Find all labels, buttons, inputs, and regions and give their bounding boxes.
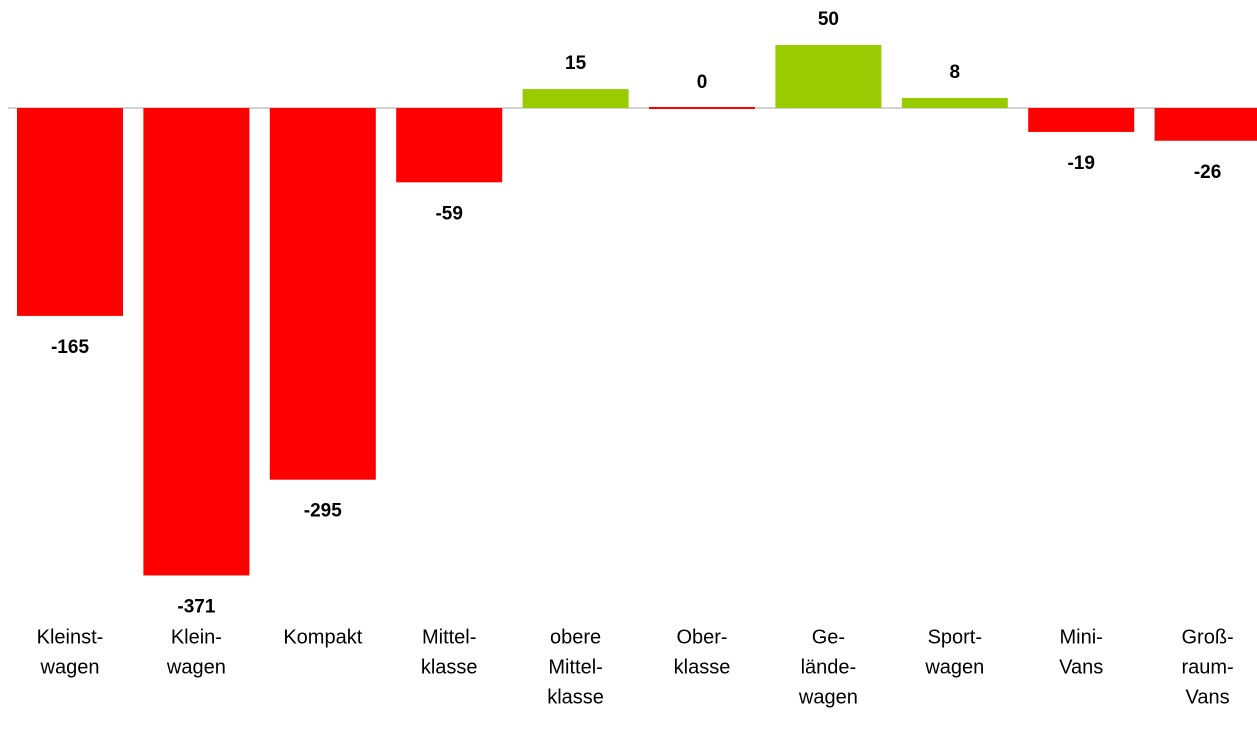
x-tick-label: obere	[550, 626, 601, 648]
x-tick-label: wagen	[924, 656, 984, 678]
x-tick-label: raum-	[1181, 656, 1233, 678]
value-label: -371	[177, 596, 215, 617]
x-tick-label: Ge-	[812, 626, 845, 648]
x-tick-label: wagen	[798, 686, 858, 708]
x-tick-label: lände-	[801, 656, 857, 678]
x-tick-label: Ober-	[676, 626, 727, 648]
bar	[1028, 108, 1135, 132]
value-label: -19	[1067, 153, 1094, 174]
x-tick-label: wagen	[166, 656, 226, 678]
bar	[522, 89, 629, 108]
bar	[143, 108, 250, 576]
x-tick-label: Mittel-	[422, 626, 476, 648]
value-label: 8	[950, 62, 961, 83]
value-label: -295	[304, 501, 342, 522]
x-tick-label: Mini-	[1060, 626, 1103, 648]
x-tick-label: klasse	[421, 656, 478, 678]
x-tick-label: Kleinst-	[37, 626, 104, 648]
x-tick-label: Vans	[1186, 686, 1230, 708]
value-label: -59	[435, 203, 462, 224]
x-tick-label: Groß-	[1181, 626, 1233, 648]
bar	[396, 108, 503, 183]
value-label: 50	[818, 9, 839, 30]
bar	[775, 45, 882, 108]
x-tick-label: klasse	[674, 656, 731, 678]
x-tick-label: Kompakt	[283, 626, 362, 648]
bar	[1154, 108, 1257, 141]
bar	[649, 107, 755, 109]
value-label: 0	[697, 72, 708, 93]
x-tick-label: Vans	[1059, 656, 1103, 678]
bar	[901, 97, 1008, 108]
value-label: 15	[565, 53, 587, 74]
value-label: -165	[51, 337, 89, 358]
bar	[17, 108, 123, 316]
x-tick-label: Mittel-	[548, 656, 602, 678]
bar	[269, 108, 376, 480]
x-tick-label: Klein-	[171, 626, 222, 648]
value-label: -26	[1194, 162, 1221, 183]
x-tick-label: klasse	[547, 686, 604, 708]
x-tick-label: Sport-	[928, 626, 982, 648]
x-tick-label: wagen	[40, 656, 100, 678]
